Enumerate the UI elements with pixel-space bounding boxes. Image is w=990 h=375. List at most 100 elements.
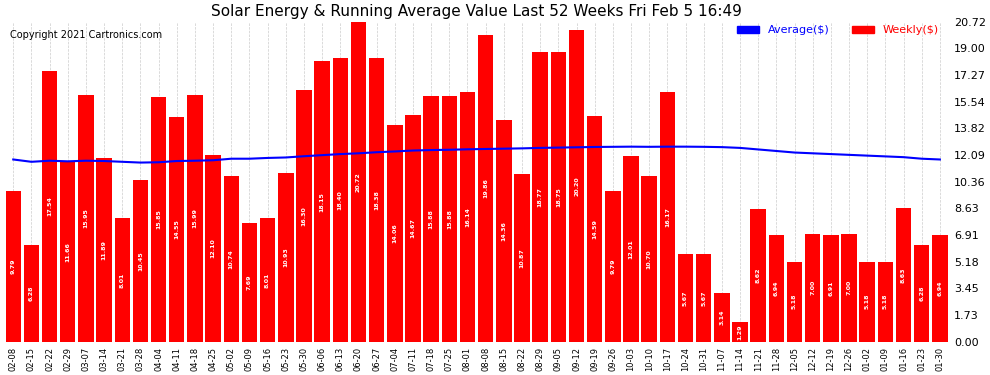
Text: 7.00: 7.00 [846,280,851,295]
Bar [459,93,475,342]
Text: 12.10: 12.10 [211,238,216,258]
Bar [478,35,493,342]
Text: 10.93: 10.93 [283,248,288,267]
Text: 8.63: 8.63 [901,267,906,283]
Bar [260,218,275,342]
Bar [169,117,184,342]
Bar [60,162,75,342]
Text: 5.18: 5.18 [883,294,888,309]
Text: 18.75: 18.75 [555,187,560,207]
Bar [896,209,911,342]
Bar [878,262,893,342]
Text: 14.06: 14.06 [392,223,397,243]
Text: 15.88: 15.88 [446,209,451,229]
Text: 8.62: 8.62 [755,267,760,283]
Text: 3.14: 3.14 [720,310,725,325]
Text: Copyright 2021 Cartronics.com: Copyright 2021 Cartronics.com [10,30,162,40]
Text: 18.38: 18.38 [374,190,379,210]
Text: 8.01: 8.01 [265,272,270,288]
Bar [914,245,930,342]
Text: 6.28: 6.28 [920,285,925,301]
Bar [442,96,457,342]
Text: 16.30: 16.30 [302,206,307,226]
Bar [678,254,693,342]
Bar [350,22,366,342]
Bar [550,52,566,342]
Bar [569,30,584,342]
Text: 5.67: 5.67 [683,290,688,306]
Bar [224,176,239,342]
Text: 17.54: 17.54 [48,196,52,216]
Text: 7.00: 7.00 [810,280,815,295]
Bar [424,96,439,342]
Bar [733,322,747,342]
Bar [369,58,384,342]
Text: 9.79: 9.79 [11,258,16,274]
Text: 16.17: 16.17 [665,207,670,227]
Bar [96,158,112,342]
Bar [642,177,657,342]
Text: 6.94: 6.94 [938,280,942,296]
Bar [533,52,547,342]
Text: 8.01: 8.01 [120,272,125,288]
Text: 20.20: 20.20 [574,176,579,195]
Bar [805,234,821,342]
Text: 19.86: 19.86 [483,178,488,198]
Bar [714,293,730,342]
Text: 10.70: 10.70 [646,249,651,269]
Bar [514,174,530,342]
Text: 10.87: 10.87 [520,248,525,268]
Bar [750,209,766,342]
Text: 11.89: 11.89 [102,240,107,260]
Legend: Average($), Weekly($): Average($), Weekly($) [733,21,943,40]
Bar [115,218,130,342]
Bar [78,95,94,342]
Bar [696,254,712,342]
Bar [278,173,293,342]
Bar [659,92,675,342]
Bar [933,234,947,342]
Text: 14.55: 14.55 [174,219,179,239]
Bar [842,234,856,342]
Bar [587,116,602,342]
Text: 6.94: 6.94 [774,280,779,296]
Bar [768,234,784,342]
Text: 15.99: 15.99 [192,208,197,228]
Text: 18.40: 18.40 [338,190,343,210]
Text: 16.14: 16.14 [465,207,470,227]
Bar [387,124,403,342]
Bar [787,262,802,342]
Text: 6.91: 6.91 [829,280,834,296]
Bar [6,190,21,342]
Text: 6.28: 6.28 [29,285,34,301]
Text: 20.72: 20.72 [356,172,361,192]
Text: 15.88: 15.88 [429,209,434,229]
Bar [605,190,621,342]
Bar [823,235,839,342]
Text: 18.77: 18.77 [538,187,543,207]
Text: 14.36: 14.36 [501,221,506,241]
Text: 18.15: 18.15 [320,192,325,211]
Text: 1.29: 1.29 [738,324,742,339]
Text: 5.67: 5.67 [701,290,706,306]
Bar [205,155,221,342]
Text: 15.95: 15.95 [83,209,88,228]
Text: 10.74: 10.74 [229,249,234,268]
Text: 7.69: 7.69 [247,274,251,290]
Text: 11.66: 11.66 [65,242,70,262]
Text: 15.85: 15.85 [156,209,161,229]
Title: Solar Energy & Running Average Value Last 52 Weeks Fri Feb 5 16:49: Solar Energy & Running Average Value Las… [211,4,742,19]
Bar [315,62,330,342]
Bar [624,156,639,342]
Bar [42,71,57,342]
Text: 14.67: 14.67 [411,219,416,239]
Bar [133,180,148,342]
Text: 12.01: 12.01 [629,239,634,259]
Bar [242,223,257,342]
Bar [405,115,421,342]
Bar [333,57,348,342]
Bar [496,120,512,342]
Bar [296,90,312,342]
Text: 14.59: 14.59 [592,219,597,239]
Bar [24,245,40,342]
